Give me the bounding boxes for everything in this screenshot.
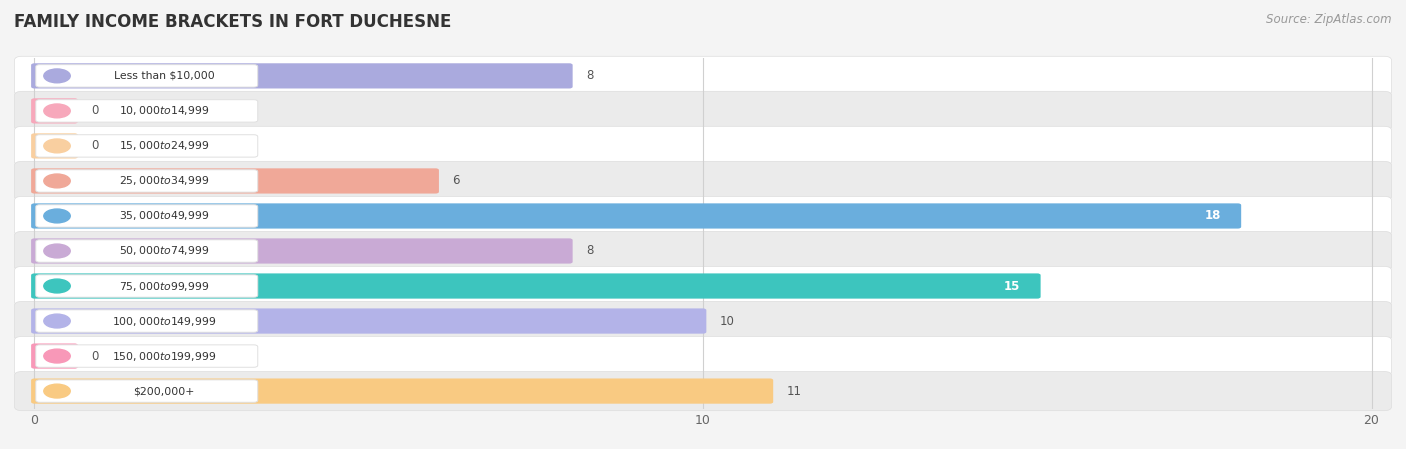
Text: Source: ZipAtlas.com: Source: ZipAtlas.com (1267, 13, 1392, 26)
FancyBboxPatch shape (14, 91, 1392, 131)
Circle shape (44, 349, 70, 363)
FancyBboxPatch shape (35, 100, 257, 122)
Circle shape (44, 279, 70, 293)
Text: $10,000 to $14,999: $10,000 to $14,999 (120, 105, 209, 117)
FancyBboxPatch shape (35, 205, 257, 227)
FancyBboxPatch shape (14, 196, 1392, 236)
Text: 0: 0 (91, 140, 98, 152)
FancyBboxPatch shape (31, 343, 77, 369)
Circle shape (44, 174, 70, 188)
Text: $25,000 to $34,999: $25,000 to $34,999 (120, 175, 209, 187)
FancyBboxPatch shape (31, 379, 773, 404)
FancyBboxPatch shape (35, 65, 257, 87)
FancyBboxPatch shape (14, 161, 1392, 201)
Text: 8: 8 (586, 70, 593, 82)
FancyBboxPatch shape (31, 168, 439, 194)
FancyBboxPatch shape (31, 63, 572, 88)
Text: 0: 0 (91, 350, 98, 362)
FancyBboxPatch shape (14, 301, 1392, 341)
FancyBboxPatch shape (14, 126, 1392, 166)
Circle shape (44, 104, 70, 118)
Text: $35,000 to $49,999: $35,000 to $49,999 (120, 210, 209, 222)
FancyBboxPatch shape (14, 56, 1392, 96)
Circle shape (44, 314, 70, 328)
Text: $150,000 to $199,999: $150,000 to $199,999 (112, 350, 217, 362)
Text: FAMILY INCOME BRACKETS IN FORT DUCHESNE: FAMILY INCOME BRACKETS IN FORT DUCHESNE (14, 13, 451, 31)
Text: 0: 0 (91, 105, 98, 117)
FancyBboxPatch shape (35, 240, 257, 262)
FancyBboxPatch shape (35, 275, 257, 297)
FancyBboxPatch shape (14, 371, 1392, 411)
FancyBboxPatch shape (14, 266, 1392, 306)
Text: 10: 10 (720, 315, 734, 327)
FancyBboxPatch shape (31, 238, 572, 264)
Text: $50,000 to $74,999: $50,000 to $74,999 (120, 245, 209, 257)
Circle shape (44, 384, 70, 398)
FancyBboxPatch shape (31, 273, 1040, 299)
FancyBboxPatch shape (35, 380, 257, 402)
Circle shape (44, 139, 70, 153)
Text: 11: 11 (786, 385, 801, 397)
Text: 8: 8 (586, 245, 593, 257)
Text: $15,000 to $24,999: $15,000 to $24,999 (120, 140, 209, 152)
Text: Less than $10,000: Less than $10,000 (114, 71, 214, 81)
Text: 6: 6 (453, 175, 460, 187)
Text: $100,000 to $149,999: $100,000 to $149,999 (112, 315, 217, 327)
Circle shape (44, 244, 70, 258)
FancyBboxPatch shape (31, 308, 706, 334)
FancyBboxPatch shape (31, 98, 77, 123)
FancyBboxPatch shape (35, 310, 257, 332)
FancyBboxPatch shape (31, 203, 1241, 229)
Circle shape (44, 209, 70, 223)
FancyBboxPatch shape (14, 231, 1392, 271)
FancyBboxPatch shape (31, 133, 77, 158)
Text: $75,000 to $99,999: $75,000 to $99,999 (120, 280, 209, 292)
Circle shape (44, 69, 70, 83)
FancyBboxPatch shape (35, 170, 257, 192)
Text: $200,000+: $200,000+ (134, 386, 194, 396)
FancyBboxPatch shape (14, 336, 1392, 376)
Text: 18: 18 (1205, 210, 1222, 222)
FancyBboxPatch shape (35, 135, 257, 157)
Text: 15: 15 (1004, 280, 1021, 292)
FancyBboxPatch shape (35, 345, 257, 367)
